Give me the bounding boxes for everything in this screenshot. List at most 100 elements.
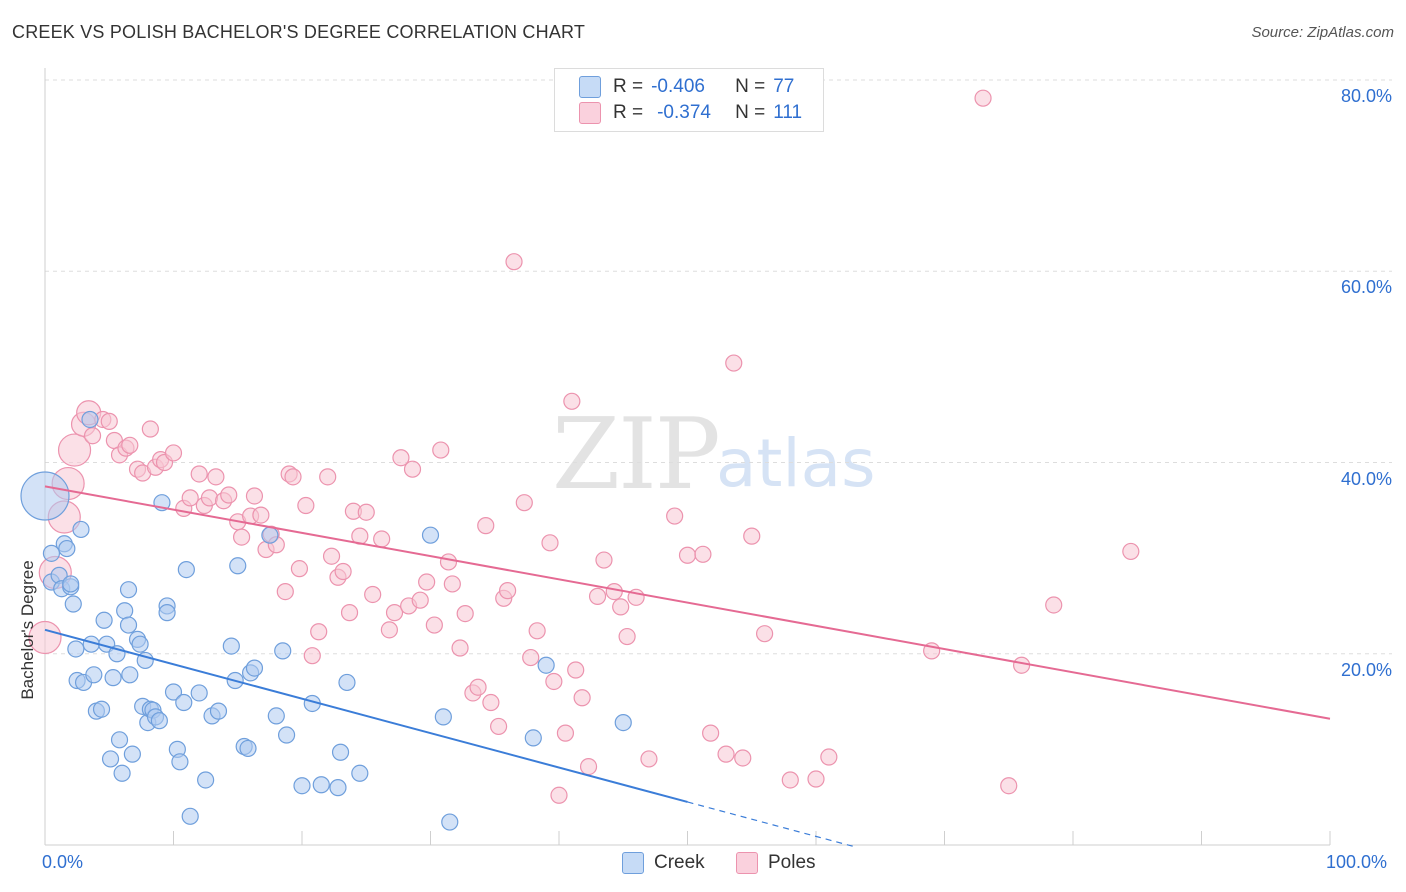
- poles-point: [678, 546, 697, 564]
- creek-point: [104, 669, 122, 687]
- poles-point: [100, 412, 118, 430]
- creek-series: [20, 410, 632, 831]
- poles-point: [612, 598, 630, 616]
- poles-point: [297, 496, 315, 515]
- legend-item-creek: Creek: [622, 852, 705, 874]
- creek-point: [338, 673, 356, 692]
- creek-point: [245, 659, 264, 677]
- poles-point: [200, 489, 219, 507]
- poles-point: [595, 551, 613, 569]
- y-axis-label: Bachelor's Degree: [18, 560, 37, 700]
- poles-point: [702, 724, 720, 742]
- poles-point: [618, 627, 636, 646]
- r-value: -0.406: [651, 76, 705, 97]
- trend-lines: [44, 485, 1331, 848]
- poles-swatch: [579, 102, 601, 124]
- poles-point: [694, 545, 712, 563]
- poles-point: [252, 506, 270, 524]
- creek-point: [181, 807, 199, 825]
- creek-point: [209, 702, 228, 720]
- creek-point: [277, 726, 296, 744]
- poles-point: [528, 622, 546, 640]
- poles-point: [579, 757, 598, 776]
- poles-trend-line: [44, 485, 1331, 720]
- r-value: -0.374: [657, 102, 711, 123]
- creek-point: [261, 526, 279, 544]
- y-tick-label: 80.0%: [1340, 86, 1392, 106]
- creek-point: [524, 729, 542, 747]
- poles-point: [245, 487, 264, 505]
- creek-swatch: [579, 76, 601, 98]
- poles-point: [418, 573, 436, 591]
- creek-point: [197, 771, 215, 789]
- creek-point: [150, 712, 168, 730]
- creek-point: [42, 544, 61, 562]
- poles-point: [717, 745, 735, 763]
- legend-label-creek: Creek: [654, 852, 705, 873]
- creek-point: [72, 520, 90, 539]
- poles-point: [303, 647, 321, 665]
- creek-point: [274, 642, 292, 660]
- poles-point: [781, 771, 799, 789]
- source-label: Source: ZipAtlas.com: [1251, 24, 1394, 41]
- poles-point: [190, 465, 208, 483]
- poles-point: [499, 582, 517, 600]
- poles-point: [550, 786, 568, 804]
- legend-label-poles: Poles: [768, 852, 816, 873]
- poles-point: [556, 724, 575, 742]
- creek-point: [119, 581, 138, 599]
- creek-point: [537, 656, 555, 674]
- creek-swatch: [622, 852, 644, 874]
- watermark-atlas: atlas: [716, 425, 876, 502]
- r-label: R =: [613, 102, 644, 123]
- creek-point: [441, 813, 459, 831]
- n-label: N =: [735, 102, 766, 123]
- creek-point: [164, 683, 183, 701]
- poles-point: [545, 672, 563, 691]
- creek-point: [64, 595, 82, 613]
- creek-point: [85, 666, 103, 684]
- poles-point: [83, 427, 102, 445]
- x-tick-label-min: 0.0%: [42, 852, 84, 872]
- creek-point: [123, 745, 141, 763]
- poles-point: [322, 547, 341, 565]
- poles-point: [666, 507, 684, 525]
- poles-point: [290, 560, 309, 578]
- creek-trend-extension: [687, 801, 855, 848]
- poles-point: [974, 89, 992, 107]
- poles-point: [164, 444, 183, 462]
- creek-point: [190, 684, 208, 702]
- r-label: R =: [613, 76, 644, 97]
- creek-point: [421, 526, 440, 544]
- creek-point: [131, 635, 149, 653]
- poles-point: [284, 468, 302, 486]
- creek-point: [116, 602, 134, 620]
- creek-point: [222, 637, 240, 655]
- poles-point: [807, 770, 825, 788]
- poles-point: [443, 575, 461, 593]
- poles-point: [1012, 656, 1031, 674]
- y-tick-label: 40.0%: [1340, 468, 1392, 489]
- poles-point: [340, 604, 359, 622]
- poles-point: [310, 623, 328, 641]
- axes: [44, 68, 1331, 846]
- poles-point: [515, 494, 533, 512]
- creek-point: [58, 539, 76, 558]
- poles-point: [477, 517, 495, 535]
- legend-item-poles: Poles: [736, 852, 816, 874]
- creek-trend-line: [44, 628, 688, 803]
- poles-point: [573, 689, 591, 707]
- poles-point: [563, 392, 581, 410]
- creek-point: [20, 471, 70, 521]
- creek-point: [110, 731, 129, 749]
- n-value: 77: [773, 76, 795, 97]
- poles-point: [588, 587, 607, 605]
- y-tick-label: 20.0%: [1340, 659, 1392, 680]
- poles-point: [357, 503, 375, 521]
- x-tick-label-max: 100.0%: [1326, 852, 1388, 872]
- creek-point: [229, 557, 247, 575]
- poles-point: [456, 604, 474, 623]
- poles-point: [425, 616, 443, 634]
- n-label: N =: [735, 76, 766, 97]
- poles-series: [28, 89, 1140, 804]
